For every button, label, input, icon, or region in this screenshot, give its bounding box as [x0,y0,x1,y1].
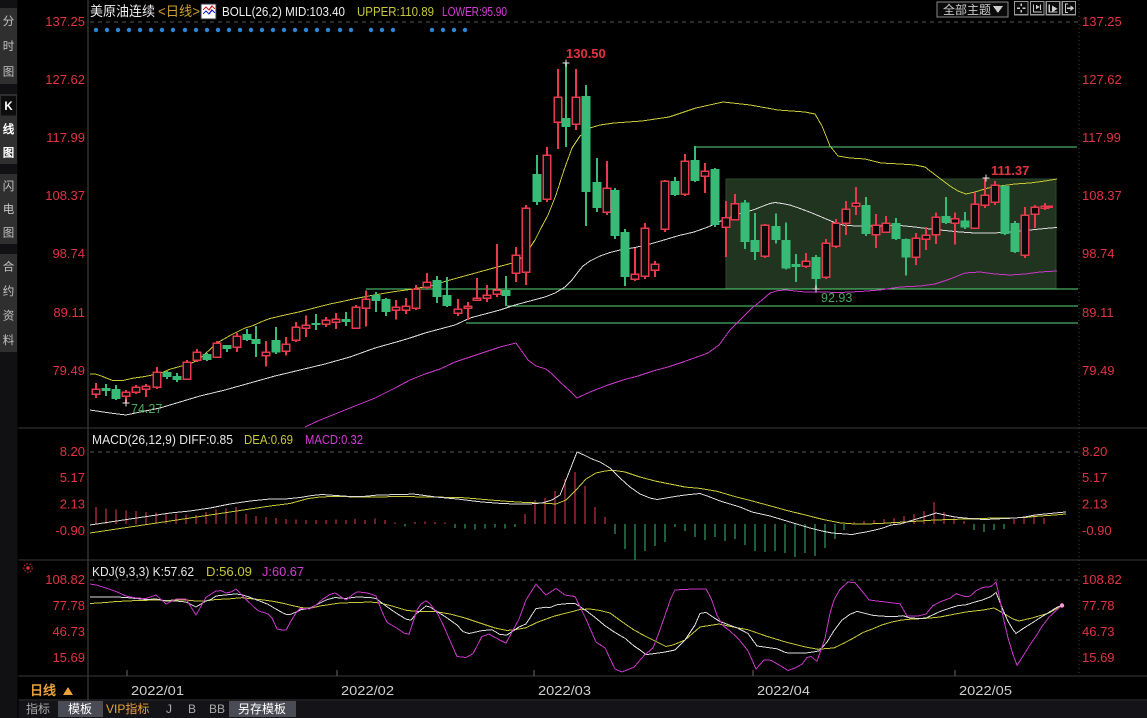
svg-text:5.17: 5.17 [60,470,85,485]
svg-text:77.78: 77.78 [52,598,85,613]
svg-text:美原油连续: 美原油连续 [90,4,155,19]
svg-text:J:60.67: J:60.67 [262,564,304,579]
svg-text:8.20: 8.20 [1082,444,1107,459]
svg-text:127.62: 127.62 [45,72,85,87]
svg-text:89.11: 89.11 [53,305,85,320]
svg-text:15.69: 15.69 [52,650,85,665]
svg-text:117.99: 117.99 [1082,130,1121,145]
svg-text:79.49: 79.49 [1082,363,1115,378]
svg-text:2.13: 2.13 [1082,497,1107,512]
svg-text:K: K [4,101,13,113]
svg-text:92.93: 92.93 [821,291,852,305]
svg-text:127.62: 127.62 [1082,72,1122,87]
svg-text:LOWER:95.90: LOWER:95.90 [442,4,507,19]
svg-text:全部主题: 全部主题 [943,2,991,17]
svg-text:89.11: 89.11 [1082,305,1114,320]
svg-text:2022/03: 2022/03 [538,683,591,698]
svg-text:137.25: 137.25 [1082,14,1122,29]
svg-text:79.49: 79.49 [52,363,85,378]
svg-text:108.37: 108.37 [45,188,85,203]
svg-text:-0.90: -0.90 [55,523,85,538]
svg-text:模板: 模板 [68,702,92,716]
svg-text:线: 线 [3,122,15,136]
svg-text:5.17: 5.17 [1082,470,1107,485]
svg-text:KDJ(9,3,3) K:57.62: KDJ(9,3,3) K:57.62 [92,564,194,579]
svg-text:98.74: 98.74 [52,246,85,261]
svg-text:分: 分 [3,15,15,28]
svg-text:图: 图 [3,66,15,79]
svg-text:2022/02: 2022/02 [341,683,394,698]
svg-text:合: 合 [3,259,15,273]
svg-text:BOLL(26,2) MID:103.40: BOLL(26,2) MID:103.40 [222,4,345,19]
svg-text:15.69: 15.69 [1082,650,1115,665]
svg-text:77.78: 77.78 [1082,598,1115,613]
svg-text:日线: 日线 [30,683,56,698]
svg-text:111.37: 111.37 [991,163,1029,178]
svg-text:137.25: 137.25 [45,14,85,29]
svg-text:UPPER:110.89: UPPER:110.89 [357,4,434,19]
svg-text:DEA:0.69: DEA:0.69 [244,432,293,447]
svg-text:D:56.09: D:56.09 [206,564,252,579]
svg-text:B: B [188,702,196,716]
svg-text:电: 电 [3,203,15,216]
svg-text:98.74: 98.74 [1082,246,1115,261]
svg-text:约: 约 [3,284,15,298]
svg-text:资: 资 [3,309,15,322]
svg-text:料: 料 [3,333,15,347]
svg-text:108.82: 108.82 [1082,572,1122,587]
svg-text:117.99: 117.99 [46,130,85,145]
svg-text:-0.90: -0.90 [1082,523,1112,538]
svg-text:2022/05: 2022/05 [959,683,1012,698]
svg-text:时: 时 [3,40,15,53]
svg-text:J: J [166,702,172,716]
svg-text:闪: 闪 [3,179,15,193]
svg-text:108.82: 108.82 [45,572,85,587]
svg-text:2022/04: 2022/04 [757,683,810,698]
svg-text:BB: BB [209,702,225,716]
svg-text:2022/01: 2022/01 [131,683,184,698]
svg-text:2.13: 2.13 [60,497,85,512]
svg-text:图: 图 [3,146,15,160]
svg-text:VIP指标: VIP指标 [106,701,149,716]
svg-text:MACD:0.32: MACD:0.32 [305,432,363,447]
svg-text:108.37: 108.37 [1082,188,1122,203]
svg-text:46.73: 46.73 [1082,624,1115,639]
svg-text:指标: 指标 [26,701,50,716]
svg-text:<日线>: <日线> [158,4,200,19]
svg-text:8.20: 8.20 [60,444,85,459]
svg-text:46.73: 46.73 [52,624,85,639]
svg-text:130.50: 130.50 [566,46,606,61]
svg-text:图: 图 [3,227,15,240]
svg-text:74.27: 74.27 [131,402,162,416]
svg-text:MACD(26,12,9) DIFF:0.85: MACD(26,12,9) DIFF:0.85 [92,432,233,447]
svg-text:另存模板: 另存模板 [238,702,286,716]
